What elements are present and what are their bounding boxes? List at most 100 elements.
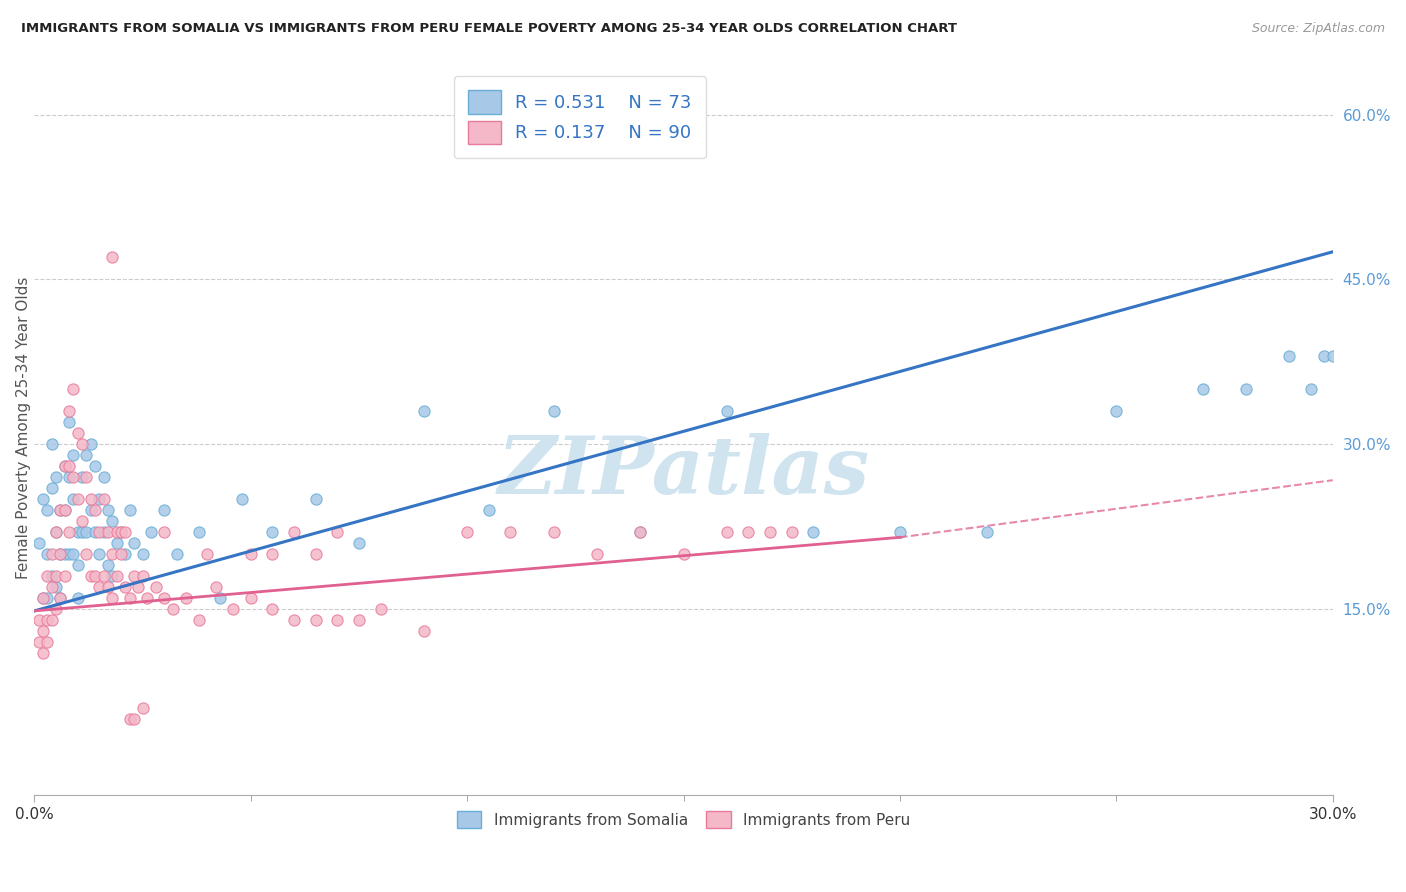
Point xyxy=(66,425,89,440)
Point xyxy=(37,503,59,517)
Point xyxy=(672,547,695,561)
Point xyxy=(89,580,111,594)
Point xyxy=(37,568,59,582)
Y-axis label: Female Poverty Among 25-34 Year Olds: Female Poverty Among 25-34 Year Olds xyxy=(15,277,31,579)
Point xyxy=(456,524,478,539)
Point xyxy=(1192,382,1215,396)
Point xyxy=(66,558,89,572)
Point xyxy=(716,524,738,539)
Point xyxy=(1313,349,1336,363)
Text: ZIPatlas: ZIPatlas xyxy=(498,433,870,510)
Point xyxy=(70,524,93,539)
Point xyxy=(499,524,522,539)
Point xyxy=(70,437,93,451)
Point xyxy=(110,524,132,539)
Point xyxy=(347,613,370,627)
Point xyxy=(1234,382,1257,396)
Point xyxy=(66,591,89,605)
Point xyxy=(75,547,97,561)
Point xyxy=(70,514,93,528)
Point xyxy=(326,613,349,627)
Point xyxy=(174,591,197,605)
Point xyxy=(262,601,284,615)
Point xyxy=(110,547,132,561)
Point xyxy=(239,547,262,561)
Point xyxy=(222,601,245,615)
Point xyxy=(58,404,80,418)
Point xyxy=(62,448,84,462)
Point xyxy=(58,524,80,539)
Point xyxy=(79,503,101,517)
Point xyxy=(49,547,72,561)
Point xyxy=(101,514,124,528)
Point xyxy=(803,524,825,539)
Point xyxy=(153,591,176,605)
Point xyxy=(166,547,188,561)
Point xyxy=(58,547,80,561)
Point xyxy=(780,524,803,539)
Point xyxy=(49,547,72,561)
Point xyxy=(1105,404,1128,418)
Point xyxy=(145,580,167,594)
Point xyxy=(976,524,998,539)
Point xyxy=(737,524,759,539)
Point xyxy=(118,712,141,726)
Point xyxy=(628,524,651,539)
Point xyxy=(70,470,93,484)
Point xyxy=(283,524,305,539)
Point xyxy=(62,491,84,506)
Point xyxy=(114,547,136,561)
Point xyxy=(41,437,63,451)
Legend: Immigrants from Somalia, Immigrants from Peru: Immigrants from Somalia, Immigrants from… xyxy=(450,804,918,836)
Point xyxy=(131,547,153,561)
Point xyxy=(53,458,76,473)
Point xyxy=(110,524,132,539)
Point xyxy=(53,503,76,517)
Point xyxy=(37,547,59,561)
Point xyxy=(49,591,72,605)
Point xyxy=(412,624,434,638)
Point xyxy=(58,415,80,429)
Point xyxy=(58,458,80,473)
Point xyxy=(84,503,107,517)
Point xyxy=(75,524,97,539)
Point xyxy=(97,524,120,539)
Point xyxy=(162,601,184,615)
Point xyxy=(41,547,63,561)
Point xyxy=(84,524,107,539)
Point xyxy=(283,613,305,627)
Point xyxy=(122,536,145,550)
Point xyxy=(370,601,392,615)
Point xyxy=(75,470,97,484)
Point xyxy=(131,568,153,582)
Point xyxy=(45,524,67,539)
Point xyxy=(122,712,145,726)
Point xyxy=(101,250,124,264)
Text: Source: ZipAtlas.com: Source: ZipAtlas.com xyxy=(1251,22,1385,36)
Point xyxy=(32,491,55,506)
Point xyxy=(114,524,136,539)
Point xyxy=(187,524,209,539)
Point xyxy=(28,536,51,550)
Point xyxy=(45,568,67,582)
Point xyxy=(28,613,51,627)
Point xyxy=(239,591,262,605)
Point xyxy=(37,613,59,627)
Point xyxy=(32,591,55,605)
Point xyxy=(93,524,115,539)
Point xyxy=(32,646,55,660)
Point xyxy=(305,613,328,627)
Text: IMMIGRANTS FROM SOMALIA VS IMMIGRANTS FROM PERU FEMALE POVERTY AMONG 25-34 YEAR : IMMIGRANTS FROM SOMALIA VS IMMIGRANTS FR… xyxy=(21,22,957,36)
Point xyxy=(118,591,141,605)
Point xyxy=(347,536,370,550)
Point xyxy=(53,503,76,517)
Point xyxy=(97,580,120,594)
Point xyxy=(118,503,141,517)
Point xyxy=(62,470,84,484)
Point xyxy=(66,491,89,506)
Point xyxy=(209,591,232,605)
Point xyxy=(37,634,59,648)
Point xyxy=(53,568,76,582)
Point xyxy=(127,580,149,594)
Point xyxy=(45,470,67,484)
